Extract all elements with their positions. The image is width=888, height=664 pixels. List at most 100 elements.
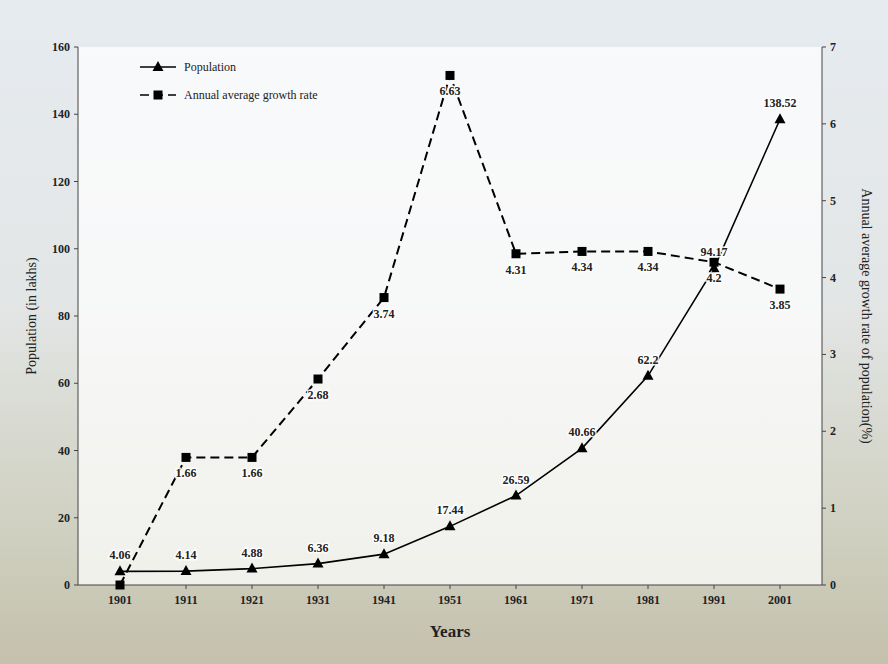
x-tick [384,585,385,589]
y-tick [74,181,78,182]
series-marker [380,293,389,302]
y-tick-label: 0 [64,578,70,592]
y2-tick-label: 0 [830,578,836,592]
series-marker [577,442,588,452]
data-label: 4.06 [110,548,131,562]
data-label: 4.88 [242,546,263,560]
series-marker [247,563,258,573]
series-marker [313,558,324,568]
y2-tick-label: 2 [830,424,836,438]
x-tick-label: 1921 [240,593,264,607]
data-label: 6.63 [440,84,461,98]
y-tick-label: 140 [52,107,70,121]
y2-tick [822,200,826,201]
y-tick [74,383,78,384]
x-tick-label: 1951 [438,593,462,607]
series-line [120,119,780,571]
series-marker [181,565,192,575]
series-marker [116,581,125,590]
x-tick-label: 1901 [108,593,132,607]
legend-marker [153,61,164,71]
x-tick [780,585,781,589]
y2-tick [822,354,826,355]
y2-tick [822,277,826,278]
y2-tick-label: 3 [830,347,836,361]
data-label: 4.2 [707,271,722,285]
series-marker [248,453,257,462]
data-label: 138.52 [764,96,797,110]
x-tick-label: 1931 [306,593,330,607]
series-marker [182,453,191,462]
y-tick-label: 100 [52,242,70,256]
marks [115,71,786,590]
x-tick [186,585,187,589]
x-tick [714,585,715,589]
x-tick-label: 2001 [768,593,792,607]
y2-tick-label: 6 [830,117,836,131]
y2-axis-title: Annual average growth rate of population… [858,188,874,444]
y2-axis-line [822,47,823,585]
data-label: 17.44 [437,503,464,517]
data-label: 4.34 [638,260,659,274]
y2-tick [822,47,826,48]
y-tick-label: 20 [58,511,70,525]
series-marker [115,565,126,575]
legend: Population Annual average growth rate [140,60,318,102]
data-label: 9.18 [374,531,395,545]
y2-tick-label: 1 [830,501,836,515]
x-tick [516,585,517,589]
legend-label: Population [184,60,236,74]
x-tick [252,585,253,589]
series-marker [644,247,653,256]
x-tick [318,585,319,589]
y-tick [74,316,78,317]
x-tick-label: 1991 [702,593,726,607]
series-marker [511,490,522,500]
data-label: 94.17 [701,245,728,259]
legend-marker [154,91,163,100]
series-marker [314,375,323,384]
series-marker [776,285,785,294]
series-line [120,75,780,585]
data-label: 1.66 [242,466,263,480]
y2-tick [822,431,826,432]
x-tick-label: 1981 [636,593,660,607]
y2-tick-label: 5 [830,194,836,208]
data-label: 2.68 [308,388,329,402]
y-tick-label: 40 [58,444,70,458]
series-marker [643,370,654,380]
series-marker [512,249,521,258]
y-tick [74,248,78,249]
data-label: 1.66 [176,466,197,480]
y-tick [74,114,78,115]
data-label: 3.85 [770,298,791,312]
y-tick [74,517,78,518]
series-marker [445,520,456,530]
y2-tick [822,123,826,124]
data-label: 6.36 [308,541,329,555]
y2-tick-label: 4 [830,271,836,285]
series-marker [446,71,455,80]
x-tick [648,585,649,589]
x-axis-title: Years [430,622,471,641]
y2-tick [822,585,826,586]
y-tick [74,450,78,451]
data-label: 4.14 [176,548,197,562]
series-marker [578,247,587,256]
legend-label: Annual average growth rate [184,88,318,102]
data-label: 26.59 [503,473,530,487]
y-axis-title: Population (in lakhs) [24,257,40,375]
x-tick [582,585,583,589]
y-tick-label: 60 [58,376,70,390]
y-tick [74,585,78,586]
data-label: 4.31 [506,263,527,277]
y-tick-label: 160 [52,40,70,54]
chart: 0204060801001201401600123456719011911192… [0,0,888,664]
x-tick-label: 1971 [570,593,594,607]
data-label: 40.66 [569,425,596,439]
data-label: 4.34 [572,260,593,274]
data-labels: 4.064.144.886.369.1817.4426.5940.6662.29… [110,84,797,562]
y2-tick-label: 7 [830,40,836,54]
y-tick-label: 80 [58,309,70,323]
x-tick-label: 1961 [504,593,528,607]
